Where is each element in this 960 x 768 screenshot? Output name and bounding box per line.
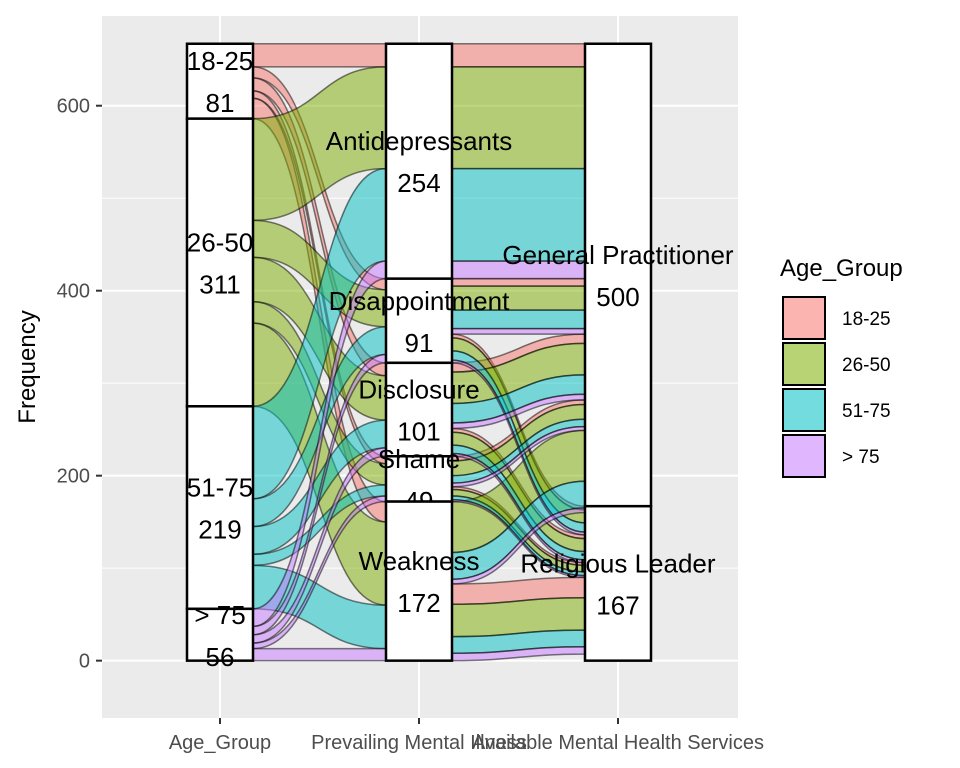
- stratum-count: 500: [596, 282, 639, 312]
- flow-ribbon: [252, 647, 387, 662]
- legend-key: [782, 342, 826, 386]
- x-tick-label: Prevailing Mental Illness: [311, 732, 527, 754]
- y-tick-label: 600: [57, 96, 90, 118]
- stratum-box: [583, 504, 653, 662]
- stratum-count: 311: [199, 269, 240, 299]
- stratum-count: 101: [397, 417, 440, 447]
- legend-label: 51-75: [842, 401, 891, 422]
- stratum-label: 18-25: [187, 46, 254, 76]
- stratum-label: Weakness: [359, 546, 480, 576]
- stratum-box: [583, 42, 653, 508]
- legend-key: [782, 388, 826, 432]
- stratum-label: Shame: [378, 444, 460, 474]
- stratum-label: 51-75: [187, 473, 254, 503]
- stratum-box: [185, 607, 255, 662]
- y-axis-title: Frequency: [14, 310, 41, 423]
- flows: [252, 42, 586, 662]
- y-tick-label: 200: [57, 466, 90, 488]
- stratum-box: [384, 361, 454, 458]
- flow-ribbon: [451, 327, 586, 335]
- stratum-box: [185, 117, 255, 408]
- stratum-label: 26-50: [187, 227, 254, 257]
- stratum-box: [185, 405, 255, 611]
- x-axis: Age_Group Prevailing Mental IllnessAvaila…: [169, 718, 764, 754]
- legend-label: 26-50: [842, 355, 891, 376]
- x-tick-label: Available Mental Health Services: [472, 732, 764, 754]
- legend-key: [782, 296, 826, 340]
- stratum-box: [185, 42, 255, 120]
- stratum-label: Antidepressants: [326, 126, 512, 156]
- legend-label: 18-25: [842, 309, 891, 330]
- stratum-label: Disappointment: [329, 286, 510, 316]
- legend: Age_Group 18-25 26-50 51-75 > 75: [780, 255, 903, 478]
- legend-label: > 75: [842, 447, 880, 468]
- stratum-count: 219: [198, 515, 241, 545]
- stratum-count: 91: [405, 328, 434, 358]
- legend-title: Age_Group: [780, 255, 903, 282]
- strata: 18-25 81 26-50 311 51-75 219 > 75 56 Antidepress…: [185, 42, 734, 672]
- flow-ribbon: [451, 42, 586, 68]
- stratum-count: 167: [596, 590, 639, 620]
- stratum-box: [384, 500, 454, 662]
- stratum-label: Religious Leader: [520, 548, 715, 578]
- stratum-box: [384, 277, 454, 365]
- stratum-label: > 75: [194, 600, 245, 630]
- stratum-count: 81: [206, 88, 235, 118]
- stratum-count: 56: [206, 642, 235, 672]
- y-axis: 0 200 400 600: [57, 96, 102, 673]
- stratum-count: 254: [397, 168, 440, 198]
- x-tick-label: Age_Group: [169, 732, 271, 754]
- legend-key: [782, 434, 826, 478]
- flow-ribbon: [252, 42, 387, 68]
- stratum-label: General Practitioner: [502, 240, 734, 270]
- stratum-count: 172: [397, 588, 440, 618]
- y-tick-label: 400: [57, 281, 90, 303]
- stratum-label: Disclosure: [358, 375, 479, 405]
- y-tick-label: 0: [79, 651, 90, 673]
- stratum-box: [384, 42, 454, 280]
